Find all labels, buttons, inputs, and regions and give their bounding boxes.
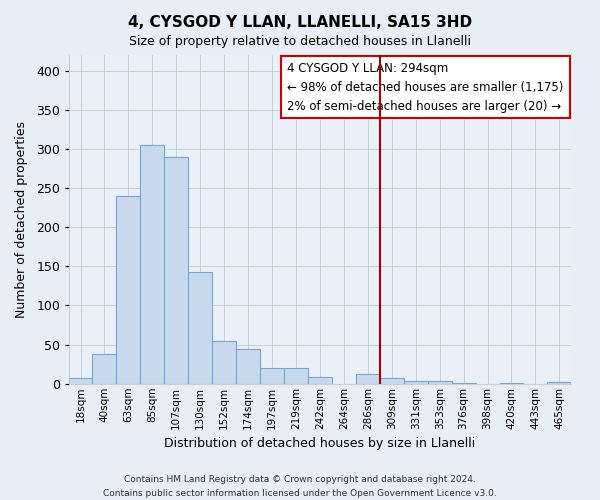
Bar (140, 145, 164, 384)
Text: Contains HM Land Registry data © Crown copyright and database right 2024.
Contai: Contains HM Land Registry data © Crown c… (103, 476, 497, 498)
Bar (308, 376, 332, 384)
Bar (500, 383, 523, 384)
Bar (452, 383, 476, 384)
Bar (260, 368, 284, 384)
Bar (188, 272, 212, 384)
X-axis label: Distribution of detached houses by size in Llanelli: Distribution of detached houses by size … (164, 437, 476, 450)
Bar (380, 378, 404, 384)
Bar (284, 368, 308, 384)
Bar (164, 157, 188, 384)
Text: Size of property relative to detached houses in Llanelli: Size of property relative to detached ho… (129, 35, 471, 48)
Bar (92, 354, 116, 384)
Text: 4, CYSGOD Y LLAN, LLANELLI, SA15 3HD: 4, CYSGOD Y LLAN, LLANELLI, SA15 3HD (128, 15, 472, 30)
Text: 4 CYSGOD Y LLAN: 294sqm
← 98% of detached houses are smaller (1,175)
2% of semi-: 4 CYSGOD Y LLAN: 294sqm ← 98% of detache… (287, 62, 563, 112)
Bar (68, 378, 92, 384)
Bar (212, 340, 236, 384)
Y-axis label: Number of detached properties: Number of detached properties (15, 121, 28, 318)
Bar (428, 382, 452, 384)
Bar (356, 374, 380, 384)
Bar (404, 380, 428, 384)
Bar (547, 382, 571, 384)
Bar (236, 350, 260, 384)
Bar (116, 196, 140, 384)
